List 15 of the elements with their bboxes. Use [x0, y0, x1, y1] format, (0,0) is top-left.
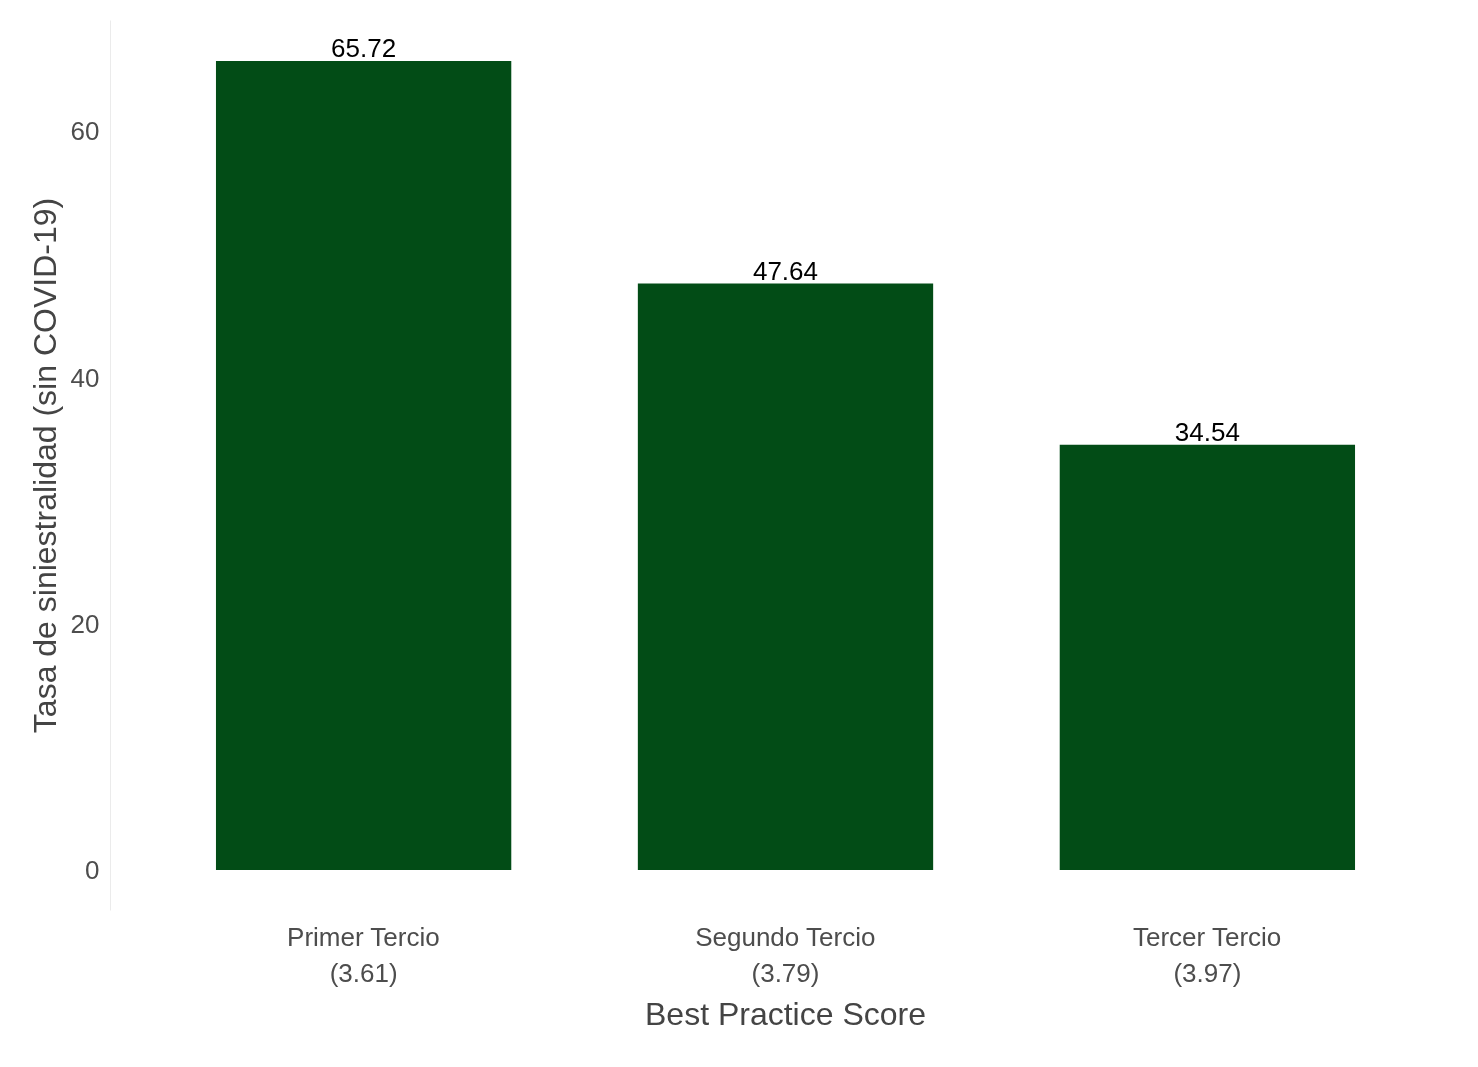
x-tick-label: Tercer Tercio (3.97) — [1132, 921, 1282, 988]
y-tick-label: 60 — [70, 116, 100, 147]
y-tick-label: 0 — [85, 855, 100, 885]
y-tick-label: 20 — [70, 608, 100, 639]
x-axis-title: Best Practice Score — [645, 995, 926, 1032]
data-label: 34.54 — [1174, 416, 1240, 447]
data-label: 65.72 — [331, 33, 397, 63]
x-tick-label: Segundo Tercio (3.79) — [695, 921, 876, 988]
x-tick-label: Primer Tercio (3.61) — [287, 921, 440, 988]
bar — [215, 61, 512, 870]
bar — [637, 283, 934, 870]
data-label: 47.64 — [752, 255, 819, 286]
bar — [1059, 444, 1356, 870]
y-tick-label: 40 — [70, 362, 100, 393]
y-axis-title: Tasa de siniestralidad (sin COVID-19) — [26, 197, 63, 734]
